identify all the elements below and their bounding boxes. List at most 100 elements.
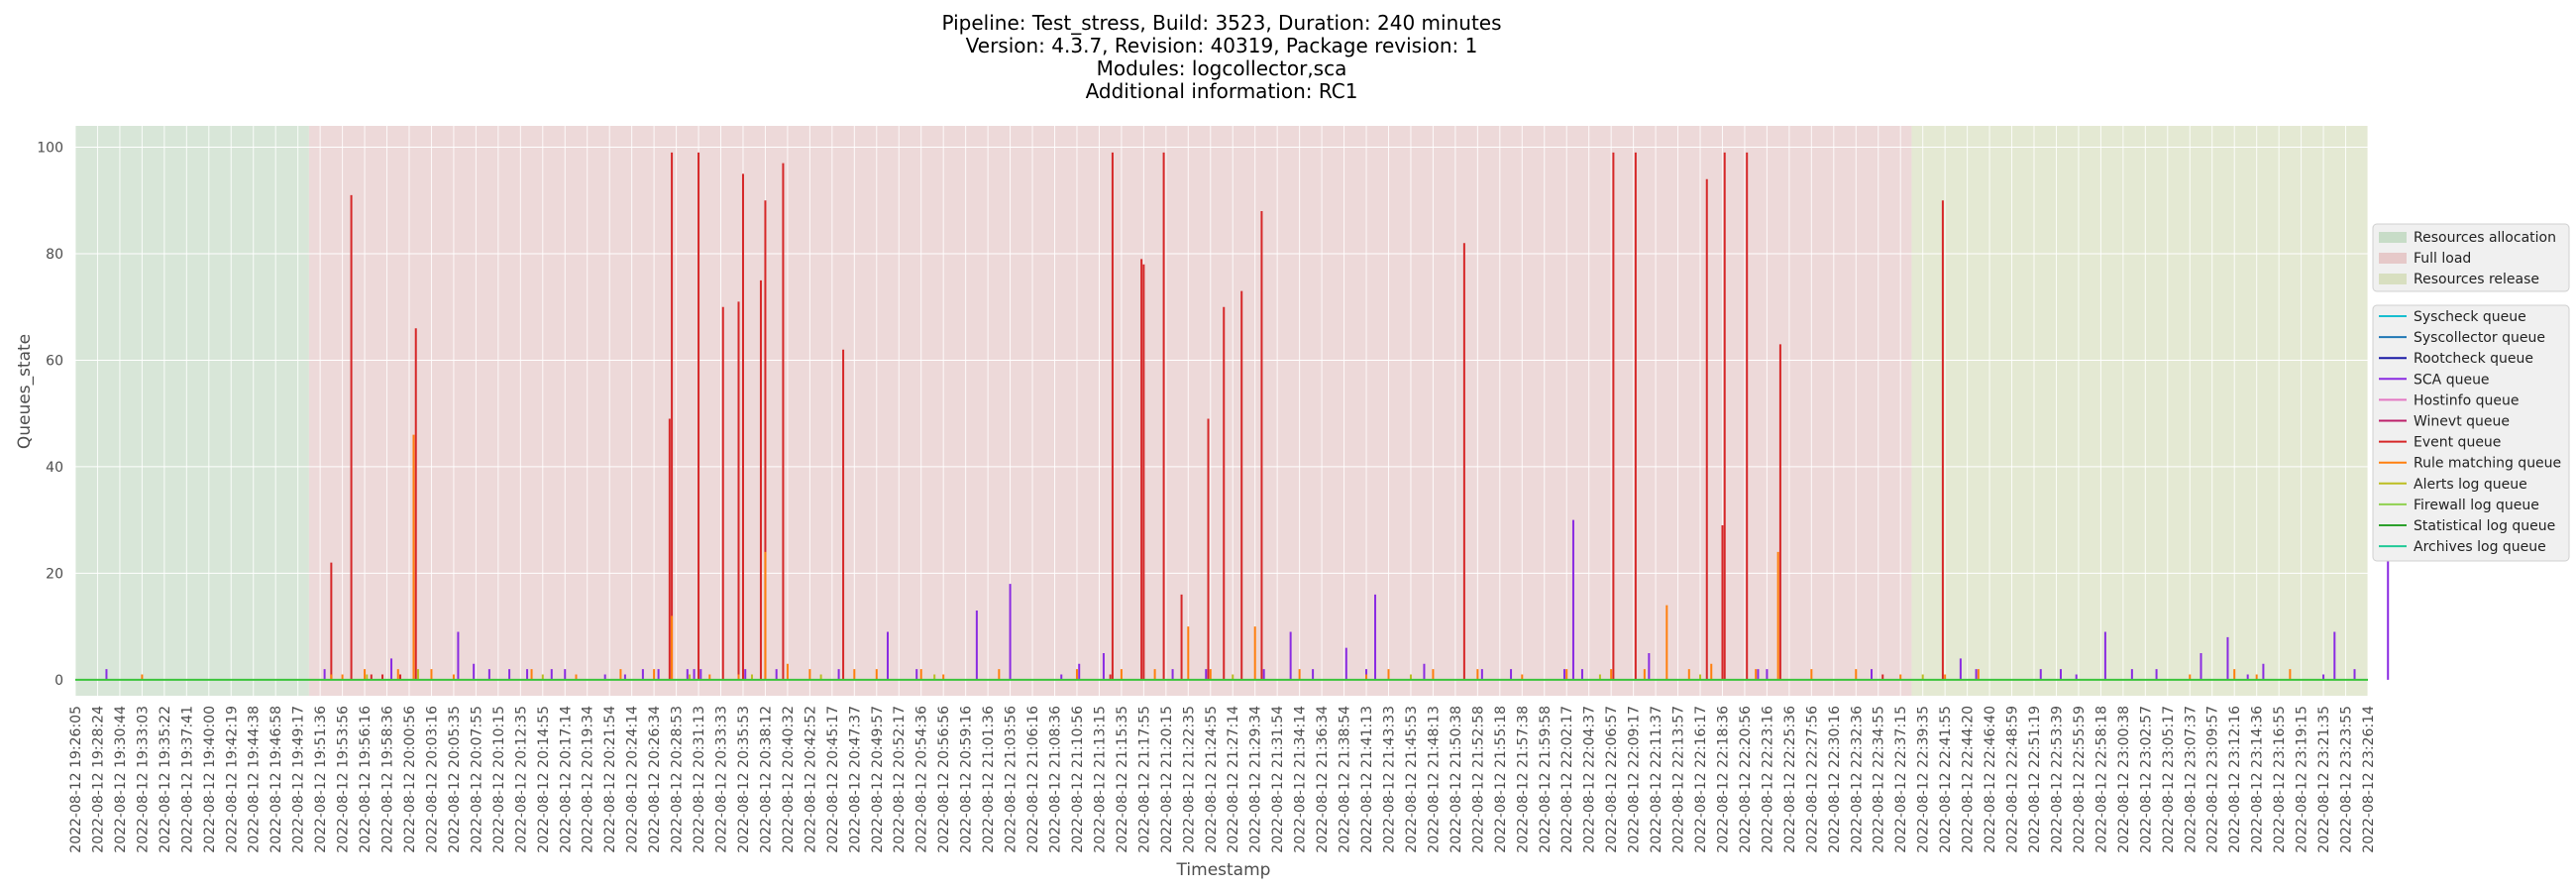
phase-band-2 (1911, 126, 2368, 696)
x-tick-label-102: 2022-08-12 23:23:55 (2339, 706, 2355, 853)
chart-title-line-1: Version: 4.3.7, Revision: 40319, Package… (966, 34, 1478, 57)
x-tick-label-25: 2022-08-12 20:24:14 (625, 706, 641, 853)
x-tick-label-40: 2022-08-12 20:59:16 (959, 706, 975, 853)
x-tick-label-83: 2022-08-12 22:39:35 (1916, 706, 1932, 853)
phase-legend-frame (2372, 223, 2570, 292)
x-tick-label-35: 2022-08-12 20:47:37 (847, 706, 863, 853)
x-tick-label-23: 2022-08-12 20:19:34 (581, 706, 596, 853)
y-tick-label-5: 100 (37, 140, 63, 156)
x-tick-label-74: 2022-08-12 22:18:36 (1715, 706, 1731, 853)
x-tick-label-75: 2022-08-12 22:20:56 (1738, 706, 1754, 853)
x-tick-label-54: 2022-08-12 21:31:54 (1270, 706, 1286, 853)
series-legend-label-0: Syscheck queue (2414, 309, 2526, 325)
x-tick-label-45: 2022-08-12 21:10:56 (1070, 706, 1086, 853)
series-legend-label-7: Rule matching queue (2414, 456, 2561, 472)
x-tick-label-58: 2022-08-12 21:41:13 (1359, 706, 1375, 853)
x-tick-label-67: 2022-08-12 22:02:17 (1559, 706, 1575, 853)
x-tick-label-20: 2022-08-12 20:12:35 (513, 706, 529, 853)
series-legend-label-10: Statistical log queue (2414, 518, 2555, 534)
x-tick-label-84: 2022-08-12 22:41:55 (1938, 706, 1954, 853)
x-tick-label-12: 2022-08-12 19:53:56 (336, 706, 352, 853)
x-tick-label-50: 2022-08-12 21:22:35 (1181, 706, 1197, 853)
x-tick-label-103: 2022-08-12 23:26:14 (2361, 706, 2377, 853)
y-axis-label: Queues_state (15, 334, 35, 449)
y-tick-label-1: 20 (46, 566, 63, 582)
x-tick-label-22: 2022-08-12 20:17:14 (558, 706, 574, 853)
x-tick-label-7: 2022-08-12 19:42:19 (224, 706, 240, 853)
x-tick-label-43: 2022-08-12 21:06:16 (1025, 706, 1041, 853)
x-tick-label-51: 2022-08-12 21:24:55 (1204, 706, 1220, 853)
x-tick-label-1: 2022-08-12 19:28:24 (90, 706, 106, 853)
x-tick-label-94: 2022-08-12 23:05:17 (2161, 706, 2177, 853)
x-tick-label-10: 2022-08-12 19:49:17 (291, 706, 307, 853)
x-tick-label-28: 2022-08-12 20:31:13 (692, 706, 707, 853)
x-tick-label-93: 2022-08-12 23:02:57 (2138, 706, 2154, 853)
series-legend: Syscheck queue Syscollector queue Rootchec… (2372, 304, 2570, 562)
x-tick-label-47: 2022-08-12 21:15:35 (1115, 706, 1130, 853)
series-legend-label-1: Syscollector queue (2414, 330, 2545, 346)
x-tick-label-91: 2022-08-12 22:58:18 (2093, 706, 2109, 853)
series-legend-label-6: Event queue (2414, 435, 2501, 451)
phase-legend-swatch-0 (2379, 232, 2407, 243)
x-tick-label-73: 2022-08-12 22:16:17 (1693, 706, 1709, 853)
x-tick-label-0: 2022-08-12 19:26:05 (68, 706, 84, 853)
x-tick-label-87: 2022-08-12 22:48:59 (2005, 706, 2021, 853)
chart-title: Pipeline: Test_stress, Build: 3523, Dura… (941, 11, 1501, 103)
x-tick-label-17: 2022-08-12 20:05:35 (447, 706, 463, 853)
x-tick-label-29: 2022-08-12 20:33:33 (714, 706, 730, 853)
phase-legend-label-0: Resources allocation (2414, 230, 2556, 246)
x-tick-label-63: 2022-08-12 21:52:58 (1470, 706, 1486, 853)
chart-title-line-3: Additional information: RC1 (1086, 79, 1358, 103)
x-tick-label-44: 2022-08-12 21:08:36 (1048, 706, 1064, 853)
y-tick-label-0: 0 (54, 673, 63, 689)
x-tick-label-64: 2022-08-12 21:55:18 (1493, 706, 1509, 853)
x-tick-label-70: 2022-08-12 22:09:17 (1627, 706, 1643, 853)
x-tick-label-32: 2022-08-12 20:40:32 (781, 706, 797, 853)
x-tick-label-79: 2022-08-12 22:30:16 (1827, 706, 1843, 853)
x-axis-label: Timestamp (1176, 860, 1271, 880)
grid-lines (74, 126, 2369, 696)
x-tick-label-52: 2022-08-12 21:27:14 (1226, 706, 1241, 853)
x-tick-label-15: 2022-08-12 20:00:56 (402, 706, 418, 853)
x-tick-label-3: 2022-08-12 19:33:03 (135, 706, 151, 853)
phase-band-1 (308, 126, 1912, 696)
x-tick-label-41: 2022-08-12 21:01:36 (981, 706, 997, 853)
x-tick-label-49: 2022-08-12 21:20:15 (1159, 706, 1175, 853)
x-tick-label-78: 2022-08-12 22:27:56 (1804, 706, 1820, 853)
x-tick-label-86: 2022-08-12 22:46:40 (1983, 706, 1998, 853)
x-tick-label-69: 2022-08-12 22:06:57 (1604, 706, 1620, 853)
x-tick-label-55: 2022-08-12 21:34:14 (1293, 706, 1309, 853)
x-tick-label-82: 2022-08-12 22:37:15 (1893, 706, 1909, 853)
x-tick-label-19: 2022-08-12 20:10:15 (491, 706, 507, 853)
phase-legend: Resources allocation Full load Resources r… (2372, 223, 2570, 292)
x-tick-label-9: 2022-08-12 19:46:58 (268, 706, 284, 853)
x-tick-label-95: 2022-08-12 23:07:37 (2183, 706, 2199, 853)
series-legend-label-5: Winevt queue (2414, 414, 2510, 430)
x-tick-label-36: 2022-08-12 20:49:57 (870, 706, 886, 853)
x-tick-label-77: 2022-08-12 22:25:36 (1782, 706, 1798, 853)
series-legend-label-3: SCA queue (2414, 372, 2490, 388)
x-tick-label-2: 2022-08-12 19:30:44 (113, 706, 129, 853)
x-tick-label-13: 2022-08-12 19:56:16 (358, 706, 374, 853)
y-tick-labels: 0 20 40 60 80 100 (37, 140, 63, 688)
series-legend-label-2: Rootcheck queue (2414, 351, 2533, 367)
phase-legend-label-1: Full load (2414, 251, 2471, 267)
x-tick-label-68: 2022-08-12 22:04:37 (1582, 706, 1598, 853)
series-legend-label-8: Alerts log queue (2414, 477, 2527, 493)
x-tick-label-59: 2022-08-12 21:43:33 (1381, 706, 1397, 853)
x-tick-label-66: 2022-08-12 21:59:58 (1538, 706, 1554, 853)
x-tick-label-39: 2022-08-12 20:56:56 (936, 706, 952, 853)
x-tick-label-92: 2022-08-12 23:00:38 (2116, 706, 2132, 853)
phase-bands (75, 126, 2368, 696)
x-tick-label-99: 2022-08-12 23:16:55 (2272, 706, 2288, 853)
x-tick-label-42: 2022-08-12 21:03:56 (1004, 706, 1020, 853)
x-tick-label-62: 2022-08-12 21:50:38 (1449, 706, 1464, 853)
y-tick-label-2: 40 (46, 460, 63, 476)
series-legend-frame (2372, 304, 2570, 562)
phase-legend-swatch-1 (2379, 253, 2407, 264)
x-tick-label-5: 2022-08-12 19:37:41 (179, 706, 195, 853)
x-tick-label-56: 2022-08-12 21:36:34 (1315, 706, 1331, 853)
x-tick-label-96: 2022-08-12 23:09:57 (2205, 706, 2221, 853)
y-tick-label-4: 80 (46, 247, 63, 263)
